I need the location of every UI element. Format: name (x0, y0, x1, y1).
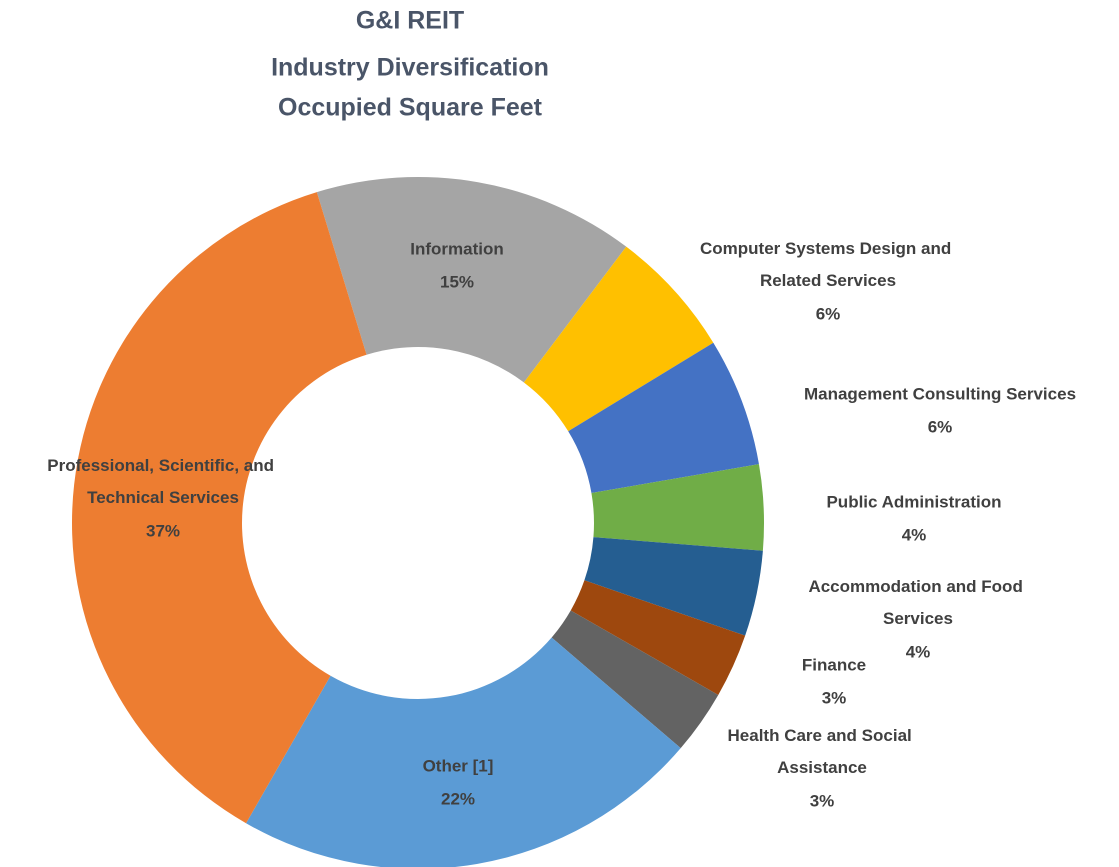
slice-label: Computer Systems Design and Related Serv… (700, 239, 956, 290)
donut-slice (316, 177, 627, 383)
donut-slice (570, 580, 746, 695)
value-label: 3% (822, 688, 847, 707)
label-line: Computer Systems Design and (700, 239, 956, 258)
value-label: 4% (906, 642, 931, 661)
value-label: 6% (816, 304, 841, 323)
chart-title: Occupied Square Feet (278, 94, 543, 122)
slice-label: Management Consulting Services (804, 384, 1076, 403)
value-label: 6% (928, 417, 953, 436)
donut-slice (551, 610, 719, 749)
label-line: Assistance (777, 758, 867, 777)
slice-label: Finance (802, 655, 866, 674)
chart-title: Industry Diversification (271, 54, 549, 82)
value-label: 37% (146, 521, 180, 540)
donut-slice (584, 537, 763, 636)
slice-label: Other [1] (423, 756, 494, 775)
label-line: Professional, Scientific, and (47, 456, 278, 475)
label-line: Services (883, 609, 953, 628)
donut-slice (568, 342, 759, 494)
slice-label: Information (410, 239, 504, 258)
donut-slice (246, 637, 681, 867)
slice-label: Public Administration (826, 492, 1001, 511)
slice-label: Professional, Scientific, and Technical … (47, 456, 278, 507)
slice-label: Accommodation and Food Services (808, 577, 1027, 628)
donut-slice (72, 192, 367, 824)
label-line: Related Services (760, 271, 896, 290)
label-line: Accommodation and Food (808, 577, 1027, 596)
slice-label: Health Care and Social Assistance (728, 726, 917, 777)
label-line: Health Care and Social (728, 726, 917, 745)
donut-slice (591, 464, 764, 551)
value-label: 15% (440, 272, 474, 291)
value-label: 4% (902, 525, 927, 544)
chart-title: G&I REIT (356, 7, 464, 35)
label-line: Technical Services (87, 488, 239, 507)
donut-slice (523, 246, 714, 432)
value-label: 22% (441, 789, 475, 808)
value-label: 3% (810, 791, 835, 810)
